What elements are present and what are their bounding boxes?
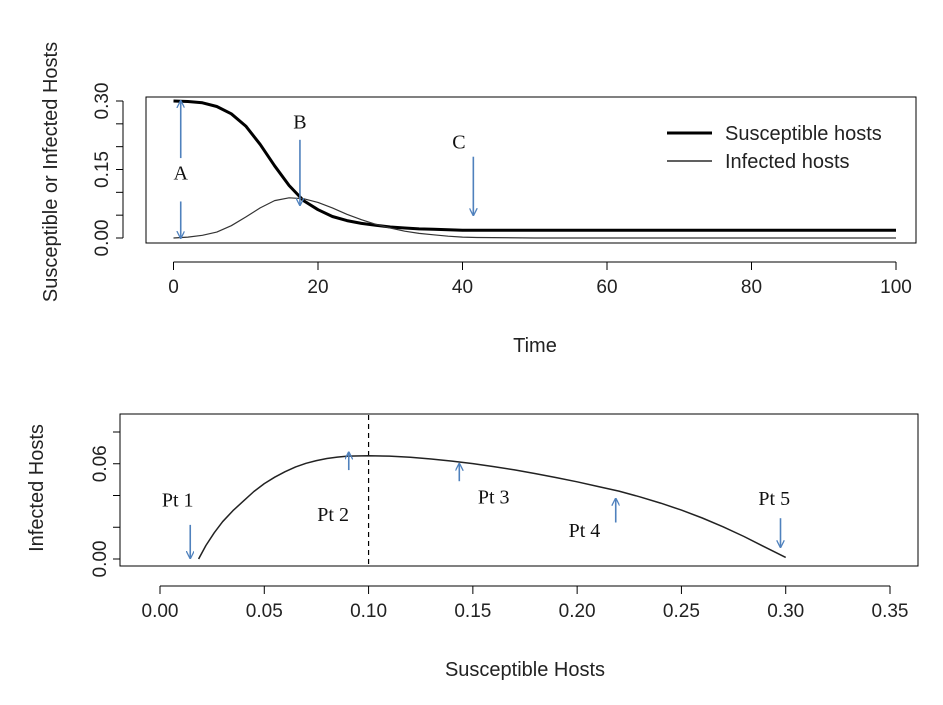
y-axis-label: Susceptible or Infected Hosts (40, 42, 62, 302)
x-tick-label: 100 (880, 277, 912, 298)
x-tick-label: 60 (596, 277, 617, 298)
infected-line (173, 197, 896, 239)
annotation-layer: A B C (173, 101, 473, 238)
x-tick-label: 0.15 (454, 601, 491, 622)
plot-frame-2 (119, 413, 919, 567)
annotation-label: C (452, 131, 465, 153)
x-tick-label: 0.35 (872, 601, 909, 622)
annotation-label: B (293, 111, 306, 133)
x-axis-label-2: Susceptible Hosts (445, 659, 605, 681)
x-tick-label: 0.25 (663, 601, 700, 622)
y-tick-label: 0.15 (92, 151, 113, 188)
series-layer-2 (197, 415, 787, 565)
series-layer (173, 99, 896, 239)
legend-label-susceptible: Susceptible hosts (725, 123, 882, 145)
point-label: Pt 3 (478, 486, 510, 508)
y-tick-label: 0.00 (90, 541, 111, 578)
x-tick-label: 0.30 (767, 601, 804, 622)
x-axis: 0 20 40 60 80 100 (168, 261, 912, 298)
x-tick-label: 40 (452, 277, 473, 298)
x-tick-label: 80 (741, 277, 762, 298)
x-tick-label: 0 (168, 277, 179, 298)
point-label: Pt 4 (569, 520, 601, 542)
x-axis-2: 0.00 0.05 0.10 0.15 0.20 0.25 0.30 0.35 (142, 585, 909, 622)
point-label: Pt 1 (162, 490, 194, 512)
y-tick-label: 0.06 (90, 445, 111, 482)
legend: Susceptible hosts Infected hosts (667, 123, 882, 173)
y-axis-2: 0.00 0.06 (90, 431, 121, 578)
x-axis-label: Time (513, 335, 557, 357)
x-tick-label: 0.10 (350, 601, 387, 622)
point-label: Pt 5 (758, 488, 790, 510)
x-tick-label: 0.05 (246, 601, 283, 622)
time-series-panel: 0 20 40 60 80 100 0.00 0.15 0.30 A B C Time Susce… (40, 42, 917, 357)
x-tick-label: 0.20 (559, 601, 596, 622)
y-tick-label: 0.30 (92, 83, 113, 120)
point-label: Pt 2 (317, 504, 349, 526)
plot-frame (145, 96, 917, 244)
y-axis-label-2: Infected Hosts (26, 424, 48, 552)
susceptible-line (173, 99, 896, 232)
annotation-layer-2: Pt 1 Pt 2 Pt 3 Pt 4 Pt 5 (162, 452, 790, 558)
y-tick-label: 0.00 (92, 220, 113, 257)
x-tick-label: 20 (307, 277, 328, 298)
legend-label-infected: Infected hosts (725, 151, 850, 173)
phase-plane-panel: 0.00 0.05 0.10 0.15 0.20 0.25 0.30 0.35 0.000.0… (26, 413, 919, 681)
annotation-label: A (173, 163, 188, 185)
y-axis: 0.00 0.15 0.30 (92, 83, 124, 257)
x-tick-label: 0.00 (142, 601, 179, 622)
phase-curve (197, 455, 787, 560)
